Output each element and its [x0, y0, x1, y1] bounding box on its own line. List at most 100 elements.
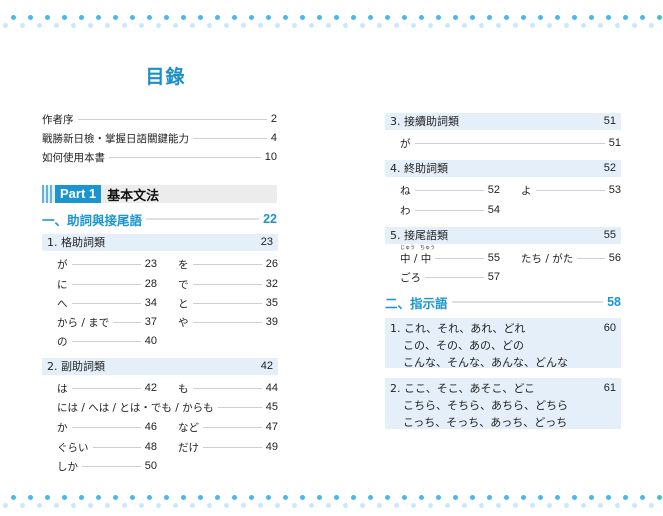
- toc-entry-box[interactable]: 2. ここ、そこ、あそこ、どこ こちら、そちら、あちら、どちら こっち、そっち、あっ…: [385, 378, 621, 429]
- page-number: 57: [487, 271, 500, 283]
- dot-decoration: [564, 23, 569, 28]
- toc-entry-box[interactable]: 1. これ、それ、あれ、どれ この、その、あの、どの こんな、そんな、あんな、どんな…: [385, 318, 621, 369]
- dot-decoration: [504, 495, 509, 500]
- dot-decoration: [71, 23, 76, 28]
- page-number: 42: [260, 360, 273, 372]
- dot-decoration: [105, 503, 110, 508]
- ruby-reading: じゅう: [400, 244, 416, 251]
- sub-entry[interactable]: よ 53: [521, 182, 621, 198]
- dot-decoration: [224, 23, 229, 28]
- sub-entry[interactable]: から / まで 37: [57, 314, 157, 330]
- leader-line: [71, 387, 141, 389]
- front-entry[interactable]: 作者序 2: [42, 111, 277, 127]
- dot-decoration: [487, 495, 492, 500]
- section-header[interactable]: 一、助詞與接尾語 22: [42, 210, 277, 228]
- front-entry[interactable]: 戰勝新日檢・掌握日語關鍵能力 4: [42, 130, 277, 146]
- sub-entry[interactable]: は 42: [57, 380, 157, 396]
- sub-entry[interactable]: を 26: [178, 256, 278, 272]
- dot-decoration: [292, 503, 297, 508]
- dot-decoration: [241, 503, 246, 508]
- page-number: 23: [260, 236, 273, 248]
- dot-decoration: [547, 23, 552, 28]
- sub-entry[interactable]: と 35: [178, 295, 278, 311]
- entry-label: や: [178, 316, 189, 329]
- dot-decoration: [96, 495, 101, 500]
- dot-decoration: [530, 23, 535, 28]
- dot-decoration: [351, 495, 356, 500]
- dot-decoration: [623, 15, 628, 20]
- leader-line: [425, 276, 484, 278]
- leader-line: [577, 257, 605, 259]
- dot-decoration: [521, 15, 526, 20]
- dot-decoration: [555, 15, 560, 20]
- dot-decoration: [640, 495, 645, 500]
- sub-entry[interactable]: ね 52: [400, 182, 500, 198]
- leader-line: [451, 301, 604, 303]
- sub-entry[interactable]: わ 54: [400, 202, 500, 218]
- entry-label: など: [178, 421, 199, 434]
- dot-decoration: [632, 23, 637, 28]
- sub-entry[interactable]: に 28: [57, 276, 157, 292]
- entry-label: だけ: [178, 441, 199, 454]
- dot-decoration: [572, 495, 577, 500]
- dot-decoration: [360, 23, 365, 28]
- group-header[interactable]: 5. 接尾語類 55: [385, 226, 621, 244]
- sub-entry[interactable]: 中 / 中じゅう ちゅう 55: [400, 245, 500, 266]
- group-header[interactable]: 4. 終助詞類 52: [385, 159, 621, 177]
- sub-entry[interactable]: しか 50: [57, 458, 157, 474]
- sub-entry[interactable]: で 32: [178, 276, 278, 292]
- entry-label: ごろ: [400, 271, 421, 284]
- dot-decoration: [241, 23, 246, 28]
- dot-decoration: [147, 15, 152, 20]
- page-number: 42: [144, 382, 157, 394]
- entry-label: が: [400, 137, 411, 150]
- dot-decoration: [351, 15, 356, 20]
- dot-decoration: [3, 23, 8, 28]
- dot-decoration: [207, 23, 212, 28]
- entry-line: この、その、あの、どの: [403, 339, 524, 352]
- leader-line: [71, 302, 141, 304]
- sub-entry[interactable]: など 47: [178, 419, 278, 435]
- dot-decoration: [640, 15, 645, 20]
- leader-line: [109, 156, 261, 158]
- entry-label: 作者序: [42, 113, 74, 126]
- sub-entry[interactable]: だけ 49: [178, 439, 278, 455]
- leader-line: [146, 218, 260, 220]
- dot-decoration: [504, 15, 509, 20]
- section-header[interactable]: 二、指示語 58: [385, 293, 621, 311]
- part-label: Part 1: [55, 185, 102, 203]
- page-number: 56: [608, 252, 621, 264]
- sub-entry[interactable]: も 44: [178, 380, 278, 396]
- entry-label: も: [178, 382, 189, 395]
- dot-decoration: [249, 495, 254, 500]
- sub-entry[interactable]: が 23: [57, 256, 157, 272]
- dot-decoration: [598, 23, 603, 28]
- entry-label: 5. 接尾語類: [390, 229, 448, 242]
- sub-entry[interactable]: か 46: [57, 419, 157, 435]
- dot-decoration: [496, 503, 501, 508]
- dot-decoration: [419, 495, 424, 500]
- sub-entry[interactable]: や 39: [178, 314, 278, 330]
- sub-entry[interactable]: が 51: [400, 135, 621, 151]
- dot-decoration: [275, 503, 280, 508]
- sub-entry[interactable]: ごろ 57: [400, 269, 500, 285]
- group-header[interactable]: 3. 接續助詞類 51: [385, 112, 621, 130]
- dot-decoration: [215, 495, 220, 500]
- entry-label: 中 / 中: [400, 252, 432, 265]
- sub-entry[interactable]: の 40: [57, 333, 157, 349]
- group-header[interactable]: 1. 格助詞類 23: [42, 233, 278, 251]
- entry-label: 一、助詞與接尾語: [42, 212, 143, 228]
- sub-entry[interactable]: へ 34: [57, 295, 157, 311]
- page-number: 35: [265, 297, 278, 309]
- stripe-decoration: [50, 185, 52, 203]
- dot-decoration: [88, 503, 93, 508]
- front-entry[interactable]: 如何使用本書 10: [42, 149, 277, 165]
- sub-entry[interactable]: ぐらい 48: [57, 439, 157, 455]
- leader-line: [192, 387, 262, 389]
- sub-entry[interactable]: たち / がた 56: [521, 250, 621, 266]
- dot-decoration: [181, 15, 186, 20]
- sub-entry[interactable]: には / へは / とは・でも / からも 45: [57, 399, 278, 415]
- dot-decoration: [657, 15, 662, 20]
- group-header[interactable]: 2. 副助詞類 42: [42, 357, 278, 375]
- entry-line: こっち、そっち、あっち、どっち: [403, 416, 568, 429]
